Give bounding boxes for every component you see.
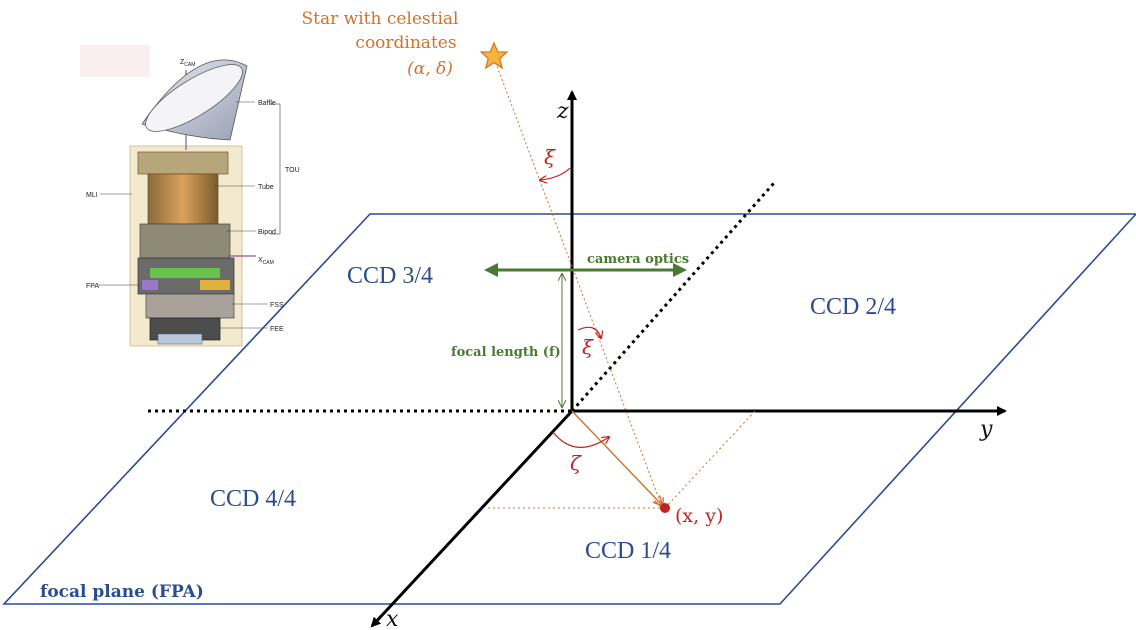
- cam-label-tou: TOU: [285, 167, 300, 174]
- xi-top-arc: [540, 167, 571, 180]
- star-icon: [479, 41, 509, 70]
- x-axis-negative-dotted: [570, 182, 776, 412]
- star-label-line2: coordinates: [355, 33, 456, 53]
- y-axis-label: y: [979, 417, 993, 442]
- ccd-3-label: CCD 3/4: [347, 263, 433, 289]
- ccd-4-label: CCD 4/4: [210, 486, 296, 512]
- projected-point: [660, 503, 670, 513]
- point-label: (x, y): [675, 505, 723, 527]
- cam-label-bipod: Bipod: [258, 229, 276, 236]
- cam-label-baffle: Baffle: [258, 100, 276, 107]
- z-axis-label: z: [556, 99, 569, 124]
- xi-top-label: ξ: [544, 145, 556, 169]
- star-ray: [493, 57, 662, 507]
- zeta-label: ζ: [570, 451, 582, 475]
- focal-plane-parallelogram: [2, 213, 1136, 605]
- cam-label-fpa: FPA: [86, 283, 99, 290]
- focal-plane-label: focal plane (FPA): [40, 582, 204, 602]
- cam-label-tube: Tube: [258, 184, 274, 191]
- cam-label-mli: MLI: [86, 192, 98, 199]
- cam-label-fss: FSS: [270, 302, 284, 309]
- ccd-2-label: CCD 2/4: [810, 294, 896, 320]
- star-label-line3: (α, δ): [407, 59, 453, 79]
- cam-label-fee: FEE: [270, 326, 284, 333]
- x-axis-label: x: [386, 607, 399, 630]
- ccd-1-label: CCD 1/4: [585, 538, 671, 564]
- star-label-line1: Star with celestial: [302, 9, 459, 29]
- zeta-arc: [552, 431, 609, 448]
- cam-label-z: ZCAM: [180, 59, 195, 68]
- focal-length-label: focal length (f): [451, 345, 561, 360]
- camera-illustration: ZCAM Baffle TOU Tube MLI Bipod XCAM FPA …: [80, 45, 300, 347]
- xi-lower-label: ξ: [582, 335, 594, 359]
- xi-lower-arc: [577, 326, 601, 338]
- cam-label-x: XCAM: [258, 257, 274, 266]
- x-axis: [370, 409, 574, 628]
- projection-line-y: [664, 410, 756, 509]
- camera-optics-label: camera optics: [587, 252, 689, 267]
- origin-to-point-vector: [571, 410, 662, 505]
